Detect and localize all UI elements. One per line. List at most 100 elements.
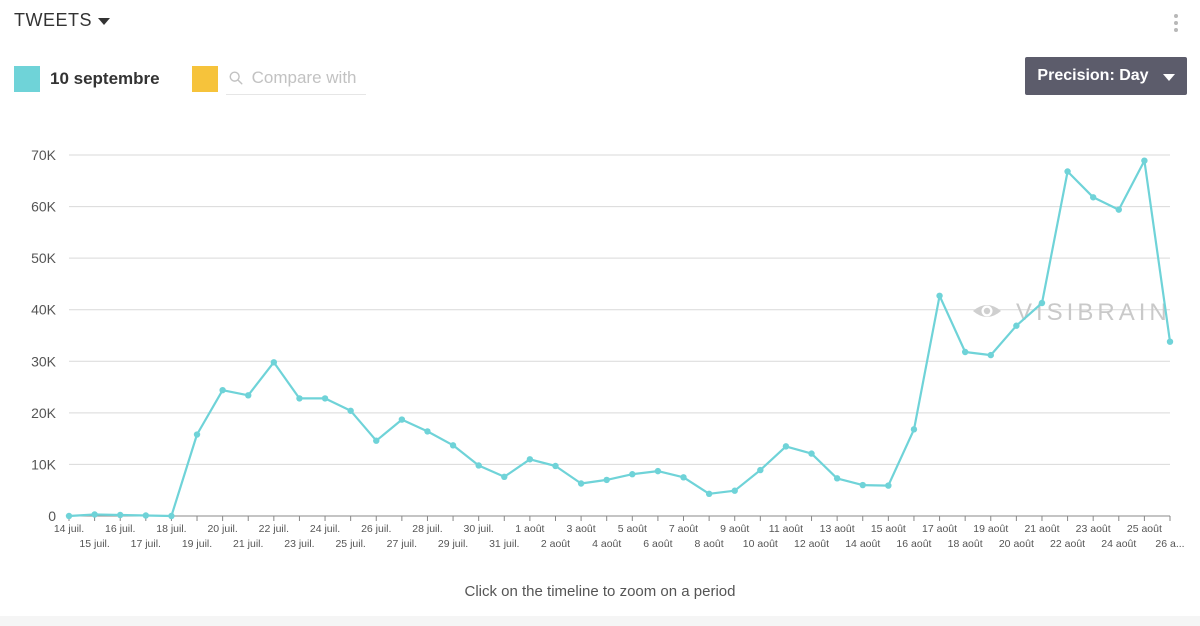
data-point[interactable] bbox=[859, 481, 866, 489]
x-tick-label: 24 juil. bbox=[310, 523, 340, 535]
data-point[interactable] bbox=[782, 443, 790, 450]
data-point[interactable] bbox=[629, 471, 636, 478]
data-point[interactable] bbox=[1064, 168, 1071, 175]
x-tick-label: 12 août bbox=[794, 538, 829, 550]
x-tick-label: 31 juil. bbox=[489, 538, 519, 550]
series-line bbox=[68, 159, 1172, 518]
data-point[interactable] bbox=[936, 292, 943, 299]
chart-title: TWEETS bbox=[14, 10, 92, 30]
data-point[interactable] bbox=[808, 450, 815, 457]
data-point[interactable] bbox=[270, 359, 278, 366]
x-tick-label: 5 août bbox=[618, 523, 647, 535]
data-point[interactable] bbox=[603, 476, 610, 484]
timeline-chart[interactable]: 0 10K 20K 30K 40K 50K 60K 70K 14 juil. 15 juil. 1… bbox=[0, 120, 1200, 560]
watermark: VISIBRAIN bbox=[973, 299, 1167, 326]
compare-search-box bbox=[225, 62, 366, 95]
data-point[interactable] bbox=[885, 482, 892, 489]
more-options-icon[interactable] bbox=[1174, 14, 1178, 32]
x-tick-label: 20 juil. bbox=[207, 523, 237, 535]
y-tick-label: 20K bbox=[31, 405, 57, 421]
x-tick-label: 7 août bbox=[669, 523, 698, 535]
data-point[interactable] bbox=[449, 442, 457, 449]
zoom-hint: Click on the timeline to zoom on a perio… bbox=[464, 583, 736, 600]
x-tick-label: 6 août bbox=[643, 538, 672, 550]
x-tick-label: 10 août bbox=[743, 538, 778, 550]
compare-control bbox=[191, 62, 366, 95]
series-color-swatch[interactable] bbox=[14, 65, 40, 92]
data-point[interactable] bbox=[731, 487, 738, 494]
data-point[interactable] bbox=[373, 437, 380, 444]
data-point[interactable] bbox=[552, 462, 559, 470]
x-tick-label: 23 juil. bbox=[284, 538, 314, 550]
x-tick-label: 17 juil. bbox=[131, 538, 161, 550]
data-point[interactable] bbox=[1166, 338, 1174, 345]
data-point[interactable] bbox=[654, 467, 662, 475]
data-point[interactable] bbox=[910, 426, 918, 433]
data-point[interactable] bbox=[833, 475, 841, 482]
data-point[interactable] bbox=[1115, 206, 1122, 213]
data-point[interactable] bbox=[1038, 299, 1046, 307]
x-tick-label: 3 août bbox=[566, 523, 595, 535]
precision-dropdown-button[interactable]: Precision: Day bbox=[1025, 57, 1187, 95]
data-point[interactable] bbox=[424, 428, 431, 435]
x-tick-label: 28 juil. bbox=[412, 523, 442, 535]
data-point[interactable] bbox=[142, 512, 150, 519]
x-tick-label: 21 juil. bbox=[233, 538, 263, 550]
data-point[interactable] bbox=[321, 395, 329, 402]
y-tick-label: 70K bbox=[31, 147, 57, 163]
tweets-dropdown[interactable]: TWEETS bbox=[14, 10, 110, 31]
data-point[interactable] bbox=[705, 490, 713, 498]
x-tick-label: 25 juil. bbox=[335, 538, 365, 550]
data-point[interactable] bbox=[168, 512, 175, 520]
x-tick-label: 22 août bbox=[1050, 538, 1085, 550]
x-tick-label: 25 août bbox=[1127, 523, 1162, 535]
x-tick-label: 18 août bbox=[948, 538, 983, 550]
x-tick-label: 27 juil. bbox=[387, 538, 417, 550]
data-point[interactable] bbox=[193, 431, 201, 438]
data-point[interactable] bbox=[1141, 157, 1148, 164]
compare-input[interactable] bbox=[249, 67, 366, 89]
x-tick-label: 19 août bbox=[973, 523, 1008, 535]
data-point[interactable] bbox=[296, 395, 303, 402]
data-point[interactable] bbox=[1013, 322, 1020, 329]
data-point[interactable] bbox=[398, 416, 406, 423]
data-point[interactable] bbox=[91, 511, 98, 518]
data-point[interactable] bbox=[245, 392, 252, 399]
x-tick-label: 4 août bbox=[592, 538, 621, 550]
footer-band bbox=[0, 616, 1200, 626]
x-tick-label: 14 août bbox=[845, 538, 880, 550]
y-tick-label: 30K bbox=[31, 353, 57, 369]
data-point[interactable] bbox=[475, 462, 482, 469]
eye-icon bbox=[973, 305, 1001, 317]
data-point[interactable] bbox=[65, 512, 73, 520]
x-tick-label: 13 août bbox=[820, 523, 855, 535]
x-tick-label: 14 juil. bbox=[54, 523, 84, 535]
y-tick-label: 40K bbox=[31, 302, 57, 318]
data-point[interactable] bbox=[526, 456, 534, 463]
x-tick-label: 8 août bbox=[695, 538, 724, 550]
x-tick-label: 15 juil. bbox=[79, 538, 109, 550]
data-point[interactable] bbox=[757, 466, 764, 474]
search-icon bbox=[229, 71, 243, 85]
x-tick-label: 26 a... bbox=[1155, 538, 1184, 550]
data-point[interactable] bbox=[577, 480, 585, 487]
x-tick-label: 16 juil. bbox=[105, 523, 135, 535]
data-point[interactable] bbox=[117, 511, 124, 519]
data-point[interactable] bbox=[347, 407, 354, 414]
precision-label: Precision: Day bbox=[1037, 67, 1149, 84]
data-point[interactable] bbox=[501, 473, 508, 481]
x-tick-label: 16 août bbox=[896, 538, 931, 550]
y-tick-label: 10K bbox=[31, 456, 57, 472]
caret-down-icon bbox=[98, 18, 110, 25]
data-point[interactable] bbox=[987, 351, 994, 359]
compare-color-swatch[interactable] bbox=[191, 65, 218, 92]
data-point[interactable] bbox=[219, 386, 226, 394]
y-tick-label: 0 bbox=[48, 508, 56, 524]
x-tick-label: 9 août bbox=[720, 523, 749, 535]
x-tick-label: 22 juil. bbox=[259, 523, 289, 535]
data-point[interactable] bbox=[680, 474, 687, 481]
data-point[interactable] bbox=[1089, 194, 1097, 201]
legend: 10 septembre bbox=[14, 62, 366, 95]
x-tick-label: 18 juil. bbox=[156, 523, 186, 535]
data-point[interactable] bbox=[961, 348, 969, 356]
